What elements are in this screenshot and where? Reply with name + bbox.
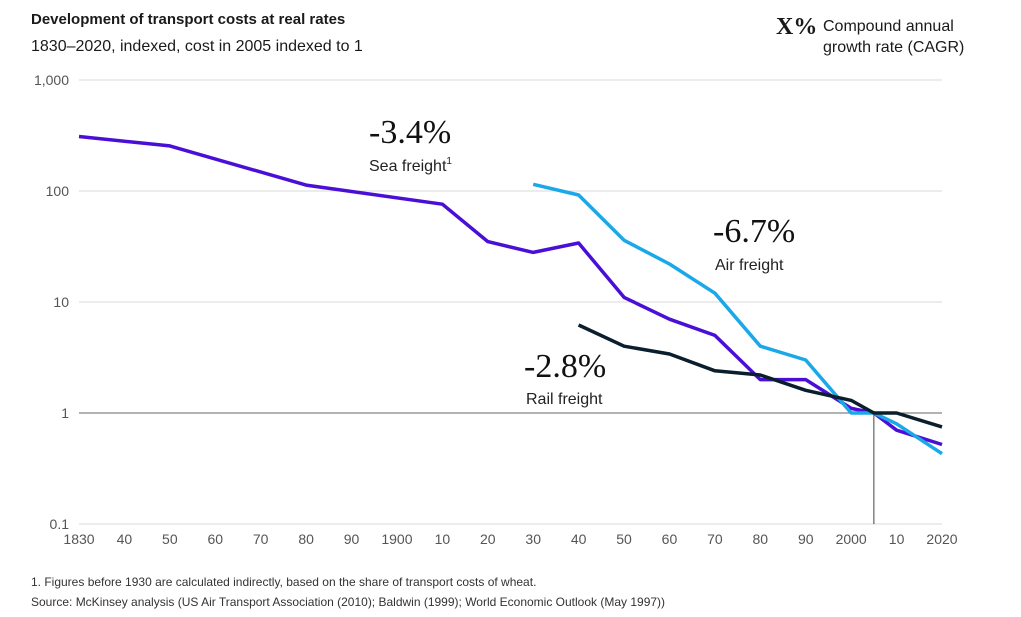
- series-annotations: -3.4% Sea freight1 -6.7% Air freight -2.8% Ra…: [369, 114, 795, 408]
- footnote: 1. Figures before 1930 are calculated in…: [31, 575, 537, 589]
- source-note: Source: McKinsey analysis (US Air Transp…: [31, 595, 666, 609]
- x-tick-label: 20: [480, 531, 496, 547]
- x-tick-label: 10: [435, 531, 451, 547]
- legend-line-2: growth rate (CAGR): [823, 39, 965, 56]
- series-label-air-freight: Air freight: [715, 257, 784, 274]
- x-axis-ticks: 1830 40 50 60 70 80 90 1900 10 20 30 40 50 60 70 80 90 20…: [63, 531, 957, 547]
- footnote-marker: 1: [446, 156, 452, 167]
- series-line-sea-freight: [78, 134, 943, 447]
- y-tick-label: 100: [46, 183, 70, 199]
- gridlines: [79, 79, 942, 525]
- x-tick-label: 90: [344, 531, 360, 547]
- series-line-rail-freight: [577, 323, 943, 429]
- legend-line-1: Compound annual: [823, 18, 954, 35]
- x-tick-label: 70: [253, 531, 269, 547]
- series-label-rail-freight: Rail freight: [526, 391, 603, 408]
- y-tick-label: 0.1: [50, 516, 70, 532]
- x-tick-label: 50: [616, 531, 632, 547]
- x-tick-label: 60: [662, 531, 678, 547]
- cagr-rail-freight: -2.8%: [524, 348, 606, 385]
- series-line-air-freight: [532, 182, 943, 456]
- chart-subtitle: 1830–2020, indexed, cost in 2005 indexed…: [31, 38, 363, 55]
- x-tick-label: 90: [798, 531, 814, 547]
- x-tick-label: 70: [707, 531, 723, 547]
- cagr-air-freight: -6.7%: [713, 213, 795, 250]
- legend-symbol: X%: [776, 14, 818, 40]
- series-label-sea-freight: Sea freight1: [369, 156, 452, 175]
- cagr-sea-freight: -3.4%: [369, 114, 451, 151]
- x-tick-label: 40: [117, 531, 133, 547]
- x-tick-label: 30: [525, 531, 541, 547]
- y-tick-label: 1,000: [34, 72, 69, 88]
- legend-description: Compound annual growth rate (CAGR): [823, 16, 1013, 58]
- x-tick-label: 80: [753, 531, 769, 547]
- x-tick-label: 1900: [381, 531, 412, 547]
- x-tick-label: 50: [162, 531, 178, 547]
- y-axis-ticks: 1,000 100 10 1 0.1: [34, 72, 69, 532]
- x-tick-label: 2020: [926, 531, 957, 547]
- chart-title: Development of transport costs at real r…: [31, 11, 346, 28]
- series-lines: [78, 134, 943, 456]
- y-tick-label: 1: [61, 405, 69, 421]
- y-tick-label: 10: [53, 294, 69, 310]
- x-tick-label: 2000: [836, 531, 867, 547]
- x-tick-label: 1830: [63, 531, 94, 547]
- x-tick-label: 60: [207, 531, 223, 547]
- x-tick-label: 10: [889, 531, 905, 547]
- x-tick-label: 40: [571, 531, 587, 547]
- x-tick-label: 80: [298, 531, 314, 547]
